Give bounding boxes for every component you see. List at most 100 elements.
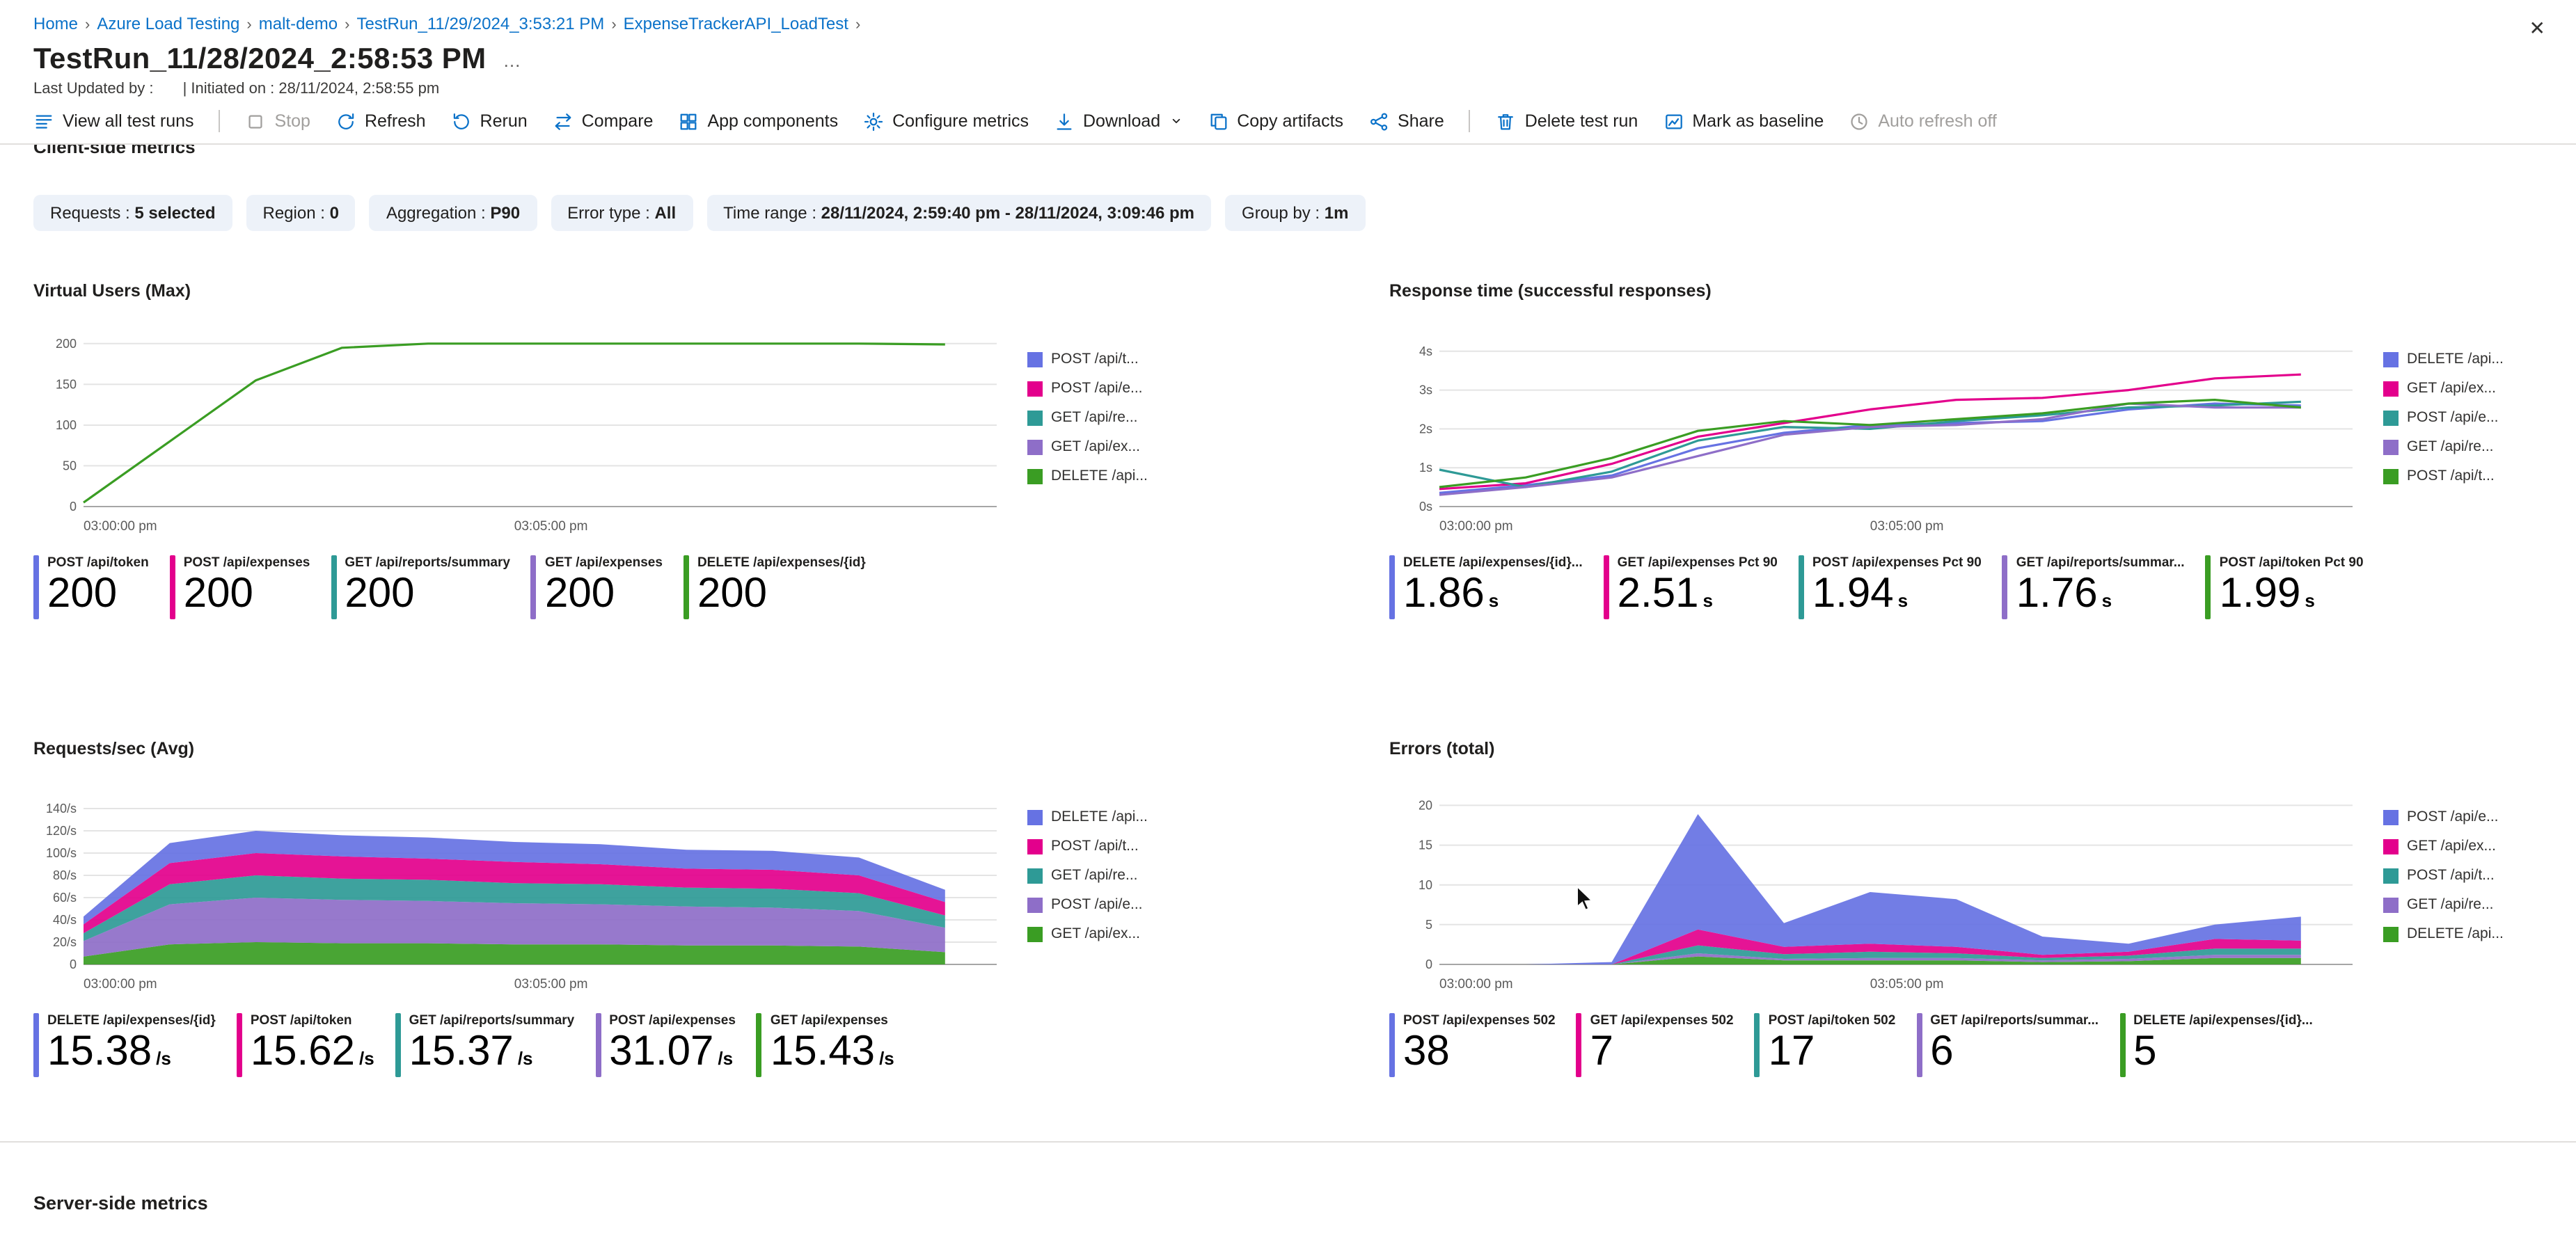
download-icon [1054,111,1075,132]
filter-group-by[interactable]: Group by : 1m [1225,195,1366,231]
chart-plot[interactable]: 200 150 100 50 0 03:00:00 pm 03:05:00 pm [33,331,1008,540]
chart-plot[interactable]: 20 15 10 5 0 03:00:00 pm 03:05:00 pm [1389,789,2364,998]
compare-icon [553,111,574,132]
breadcrumb-item[interactable]: TestRun_11/29/2024_3:53:21 PM [356,14,605,33]
toolbar-share-button[interactable]: Share [1368,111,1444,132]
legend-item[interactable]: DELETE /api... [1027,809,1194,825]
toolbar-copy-artifacts-button[interactable]: Copy artifacts [1208,111,1343,132]
stat-unit: /s [358,1048,374,1069]
legend-item[interactable]: POST /api/e... [1027,380,1194,397]
toolbar-refresh-button[interactable]: Refresh [335,111,426,132]
breadcrumb-item[interactable]: Home [33,14,79,33]
stat-unit: s [1488,590,1499,611]
filter-error-type[interactable]: Error type : All [551,195,693,231]
chart-plot[interactable]: 4s 3s 2s 1s 0s 03:00:00 pm 03:05:00 pm [1389,331,2364,540]
legend-item[interactable]: POST /api/t... [1027,838,1194,854]
more-options-icon[interactable]: … [503,49,523,70]
svg-text:140/s: 140/s [46,802,77,816]
stat-unit: s [2305,590,2315,611]
stat-value: 38 [1403,1028,1450,1074]
close-icon[interactable]: ✕ [2529,17,2545,39]
filter-value: 1m [1324,203,1349,223]
legend-item[interactable]: POST /api/t... [2383,867,2550,884]
clipped-section-heading: Client-side metrics [0,145,2576,159]
stat-label: GET /api/expenses [770,1013,888,1028]
metric-stat-card: POST /api/expenses 502 38 [1389,1013,1556,1077]
stat-label: DELETE /api/expenses/{id}... [2133,1013,2313,1028]
metric-stat-card: POST /api/token Pct 90 1.99 s [2205,555,2364,619]
toolbar-divider [219,110,221,132]
legend-item[interactable]: DELETE /api... [2383,925,2550,942]
legend-item[interactable]: GET /api/ex... [2383,838,2550,854]
legend-item[interactable]: POST /api/e... [1027,896,1194,913]
toolbar-download-button[interactable]: Download [1054,111,1183,132]
legend-label: DELETE /api... [2407,351,2504,367]
breadcrumb-item[interactable]: malt-demo [258,14,338,33]
filter-region[interactable]: Region : 0 [246,195,356,231]
metric-stat-card: GET /api/reports/summary 15.37/s [395,1013,574,1077]
legend-item[interactable]: GET /api/re... [1027,867,1194,884]
stat-value: 15.38/s [47,1028,171,1074]
svg-text:03:05:00 pm: 03:05:00 pm [514,519,588,534]
legend-item[interactable]: POST /api/t... [1027,351,1194,367]
stat-value: 6 [1930,1028,1954,1074]
toolbar-view-all-test-runs-button[interactable]: View all test runs [33,111,194,132]
clock-icon [1849,111,1870,132]
legend-item[interactable]: GET /api/ex... [1027,438,1194,455]
legend-swatch-icon [2383,439,2399,454]
stat-label: POST /api/expenses Pct 90 [1812,555,1982,571]
breadcrumb-item[interactable]: ExpenseTrackerAPI_LoadTest [623,14,848,33]
stat-color-bar [1798,555,1804,619]
toolbar-stop-button[interactable]: Stop [246,111,310,132]
legend-item[interactable]: DELETE /api... [1027,468,1194,484]
toolbar-app-components-button[interactable]: App components [678,111,838,132]
stat-color-bar [1754,1013,1760,1077]
svg-text:1s: 1s [1419,461,1432,475]
legend-item[interactable]: GET /api/ex... [1027,925,1194,942]
stat-value: 15.37/s [409,1028,533,1074]
filter-time-range[interactable]: Time range : 28/11/2024, 2:59:40 pm - 28… [706,195,1212,231]
svg-text:200: 200 [56,337,77,351]
toolbar-delete-test-run-button[interactable]: Delete test run [1496,111,1638,132]
stat-color-bar [1603,555,1609,619]
stat-label: POST /api/token [47,555,149,571]
legend-swatch-icon [1027,838,1043,854]
stat-color-bar [756,1013,762,1077]
svg-text:60/s: 60/s [53,891,77,905]
breadcrumb-item[interactable]: Azure Load Testing [97,14,240,33]
stat-value: 200 [544,571,615,616]
stat-content: POST /api/token 200 [47,555,149,619]
toolbar-mark-as-baseline-button[interactable]: Mark as baseline [1663,111,1824,132]
legend-item[interactable]: GET /api/re... [2383,438,2550,455]
chart-plot[interactable]: 140/s 120/s 100/s 80/s 60/s 40/s 20/s 0 03:00:00… [33,789,1008,998]
legend-item[interactable]: POST /api/e... [2383,809,2550,825]
legend-swatch-icon [1027,926,1043,941]
svg-text:0s: 0s [1419,500,1432,514]
stat-color-bar [1576,1013,1582,1077]
toolbar-label: App components [707,111,839,131]
toolbar-rerun-button[interactable]: Rerun [451,111,528,132]
trash-icon [1496,111,1517,132]
filter-aggregation[interactable]: Aggregation : P90 [369,195,537,231]
toolbar-auto-refresh-off-button[interactable]: Auto refresh off [1849,111,1997,132]
stat-content: GET /api/reports/summary 200 [345,555,510,619]
legend-item[interactable]: POST /api/t... [2383,468,2550,484]
toolbar-label: Mark as baseline [1692,111,1824,131]
legend-item[interactable]: DELETE /api... [2383,351,2550,367]
stat-color-bar [169,555,175,619]
stat-label: POST /api/token Pct 90 [2219,555,2364,571]
legend-item[interactable]: GET /api/ex... [2383,380,2550,397]
metric-stat-card: DELETE /api/expenses/{id} 200 [683,555,866,619]
legend-item[interactable]: GET /api/re... [2383,896,2550,913]
legend-item[interactable]: POST /api/e... [2383,409,2550,426]
legend-item[interactable]: GET /api/re... [1027,409,1194,426]
share-icon [1368,111,1389,132]
components-icon [678,111,699,132]
chevron-down-icon [1169,114,1183,128]
toolbar-label: Auto refresh off [1878,111,1997,131]
toolbar-compare-button[interactable]: Compare [553,111,653,132]
svg-text:03:05:00 pm: 03:05:00 pm [514,977,588,992]
stat-label: GET /api/reports/summar... [2016,555,2185,571]
filter-requests[interactable]: Requests : 5 selected [33,195,232,231]
toolbar-configure-metrics-button[interactable]: Configure metrics [863,111,1029,132]
